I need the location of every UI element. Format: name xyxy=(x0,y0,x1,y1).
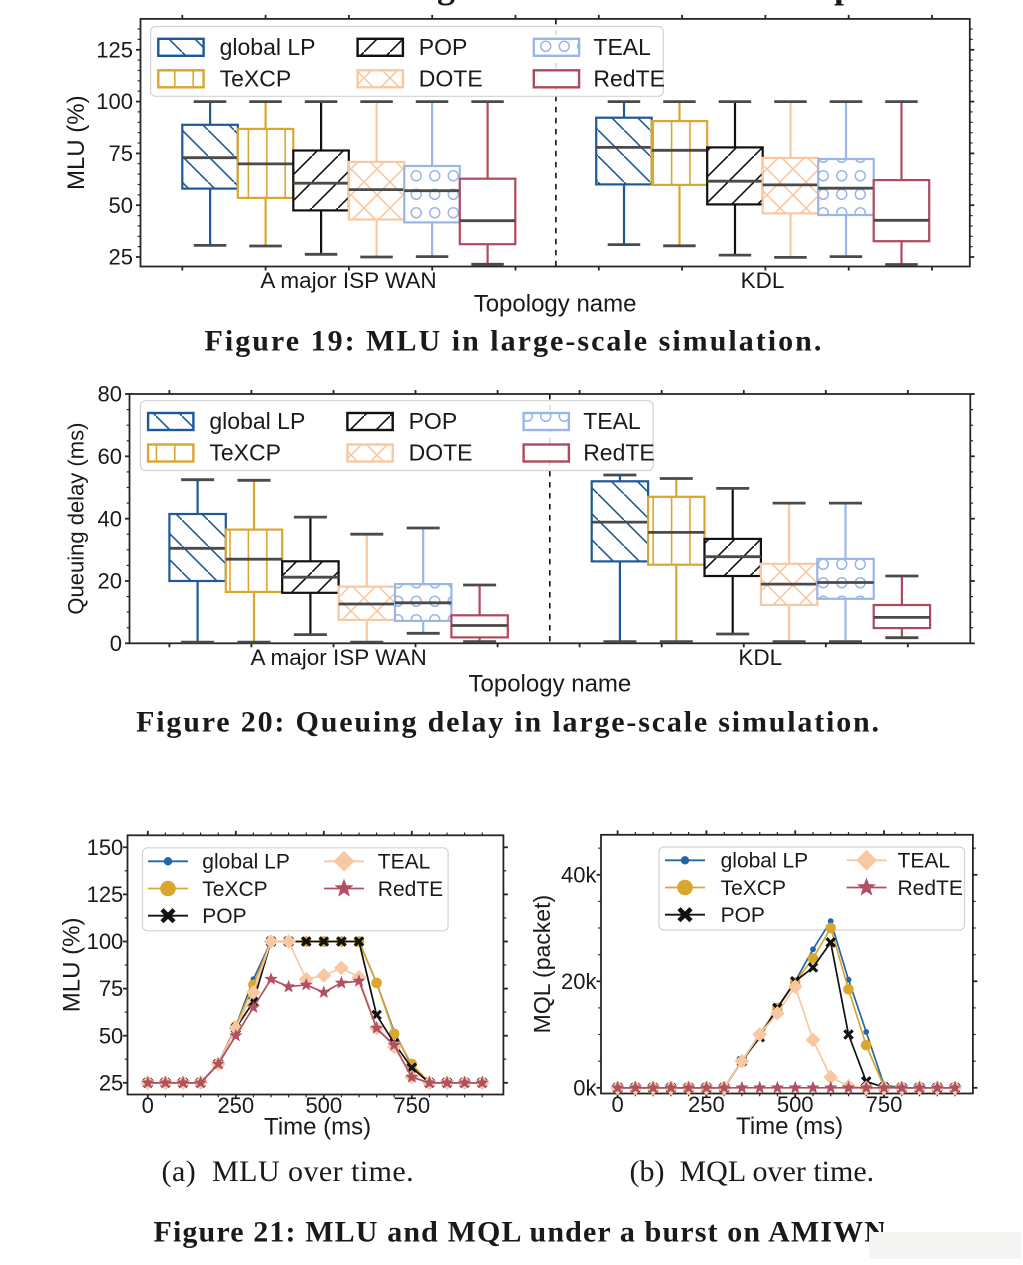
svg-text:250: 250 xyxy=(688,1092,725,1117)
svg-text:TEAL: TEAL xyxy=(898,850,951,873)
svg-text:100: 100 xyxy=(96,89,133,114)
svg-text:80: 80 xyxy=(98,382,122,407)
svg-text:MQL (packet): MQL (packet) xyxy=(529,895,555,1033)
svg-text:global LP: global LP xyxy=(721,850,809,873)
svg-text:global LP: global LP xyxy=(220,34,316,60)
svg-text:25: 25 xyxy=(109,245,133,270)
svg-text:20k: 20k xyxy=(561,969,597,994)
svg-text:75: 75 xyxy=(99,976,123,1001)
svg-text:150: 150 xyxy=(87,835,124,860)
svg-text:Topology name: Topology name xyxy=(469,671,632,698)
svg-text:Figure 19: MLU in large-scale: Figure 19: MLU in large-scale simulation… xyxy=(205,324,824,357)
svg-text:0: 0 xyxy=(611,1092,623,1117)
svg-text:TeXCP: TeXCP xyxy=(209,440,281,466)
svg-text:global LP: global LP xyxy=(209,408,305,434)
svg-text:MLU (%): MLU (%) xyxy=(63,95,90,190)
svg-text:0: 0 xyxy=(110,631,122,656)
svg-text:75: 75 xyxy=(109,141,133,166)
svg-text:Figure 20: Queuing delay in la: Figure 20: Queuing delay in large-scale … xyxy=(136,706,881,739)
svg-text:g: g xyxy=(437,0,455,6)
svg-text:TeXCP: TeXCP xyxy=(721,877,786,900)
svg-text:Time (ms): Time (ms) xyxy=(264,1114,371,1141)
svg-text:100: 100 xyxy=(87,929,124,954)
svg-text:50: 50 xyxy=(99,1023,123,1048)
svg-text:(b) MQL over time.: (b) MQL over time. xyxy=(630,1155,875,1188)
svg-text:DOTE: DOTE xyxy=(419,66,483,92)
svg-text:500: 500 xyxy=(305,1093,342,1118)
svg-text:RedTE: RedTE xyxy=(898,877,963,900)
svg-text:global LP: global LP xyxy=(202,851,290,874)
svg-text:0: 0 xyxy=(142,1093,154,1118)
svg-text:TEAL: TEAL xyxy=(378,851,431,874)
svg-text:A major ISP WAN: A major ISP WAN xyxy=(250,645,426,670)
svg-text:50: 50 xyxy=(109,193,133,218)
svg-text:POP: POP xyxy=(409,408,458,434)
svg-text:POP: POP xyxy=(202,905,246,928)
svg-text:p: p xyxy=(834,0,854,6)
svg-text:25: 25 xyxy=(99,1070,123,1095)
svg-text:RedTE: RedTE xyxy=(583,440,655,466)
svg-text:Time (ms): Time (ms) xyxy=(736,1113,843,1140)
svg-text:125: 125 xyxy=(96,37,133,62)
svg-text:TEAL: TEAL xyxy=(593,34,651,60)
svg-text:RedTE: RedTE xyxy=(378,878,443,901)
svg-text:0k: 0k xyxy=(573,1075,597,1100)
svg-text:40k: 40k xyxy=(561,862,597,887)
svg-text:Queuing delay (ms): Queuing delay (ms) xyxy=(64,423,89,615)
svg-text:20: 20 xyxy=(98,569,122,594)
svg-text:500: 500 xyxy=(777,1092,814,1117)
svg-text:RedTE: RedTE xyxy=(593,66,665,92)
svg-text:Figure 21: MLU and MQL under a: Figure 21: MLU and MQL under a burst on … xyxy=(154,1216,888,1249)
svg-text:POP: POP xyxy=(721,904,765,927)
svg-text:A major ISP WAN: A major ISP WAN xyxy=(260,268,436,293)
svg-text:TEAL: TEAL xyxy=(583,408,641,434)
svg-text:40: 40 xyxy=(98,506,122,531)
svg-text:750: 750 xyxy=(393,1093,430,1118)
svg-text:DOTE: DOTE xyxy=(409,440,473,466)
svg-text:Topology name: Topology name xyxy=(474,291,637,318)
svg-text:POP: POP xyxy=(419,34,468,60)
svg-text:TeXCP: TeXCP xyxy=(220,66,292,92)
svg-text:60: 60 xyxy=(98,444,122,469)
svg-text:(a) MLU over time.: (a) MLU over time. xyxy=(162,1155,415,1188)
svg-text:KDL: KDL xyxy=(738,645,782,670)
svg-text:KDL: KDL xyxy=(741,268,785,293)
svg-text:250: 250 xyxy=(217,1093,254,1118)
svg-text:MLU (%): MLU (%) xyxy=(59,918,86,1013)
svg-text:750: 750 xyxy=(866,1092,903,1117)
svg-text:125: 125 xyxy=(87,882,124,907)
svg-text:TeXCP: TeXCP xyxy=(202,878,267,901)
